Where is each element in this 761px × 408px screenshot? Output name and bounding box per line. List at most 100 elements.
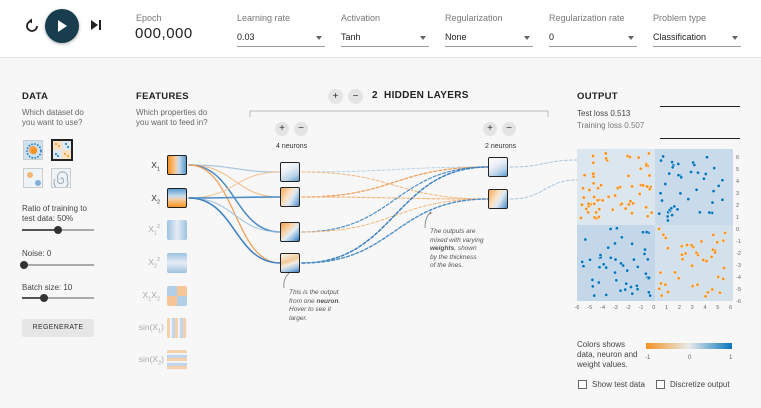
data-point (631, 201, 635, 206)
dataset-spiral-thumb[interactable] (51, 168, 71, 188)
data-point (657, 211, 662, 216)
y-tick-label: -1 (736, 239, 741, 245)
regularization-value[interactable]: None (445, 32, 533, 47)
data-point (620, 235, 624, 240)
data-point (624, 281, 629, 286)
data-point (594, 210, 598, 215)
neuron-l2-2[interactable] (488, 189, 508, 209)
activation-select[interactable]: Activation Tanh (341, 13, 429, 47)
add-neuron-layer2-button[interactable]: + (483, 122, 497, 136)
link-x1-n4[interactable] (188, 164, 281, 264)
link-n4-o2[interactable] (301, 198, 489, 264)
problem-type-value[interactable]: Classification (653, 32, 741, 47)
link-x2-n1[interactable] (188, 171, 281, 199)
neuron-l2-1[interactable] (488, 157, 508, 177)
link-n1-o1[interactable] (301, 166, 489, 173)
regenerate-button[interactable]: REGENERATE (22, 319, 94, 337)
learning-rate-value[interactable]: 0.03 (237, 32, 325, 47)
data-subtitle-1: Which dataset do (22, 108, 84, 117)
hidden-layers-title: 2 HIDDEN LAYERS (372, 90, 469, 101)
data-point (588, 257, 592, 262)
neuron-l1-4[interactable] (280, 253, 300, 273)
data-point (613, 270, 617, 275)
link-o2-output[interactable] (509, 179, 578, 200)
data-point (645, 214, 650, 219)
dataset-gaussian-thumb[interactable] (23, 168, 43, 188)
play-button[interactable] (45, 9, 79, 43)
feature-x1-squared-tile[interactable] (167, 220, 187, 240)
feature-x1x2-tile[interactable] (167, 286, 187, 306)
regularization-rate-value[interactable]: 0 (549, 32, 637, 47)
dataset-circle-thumb[interactable] (23, 140, 43, 160)
data-point (696, 170, 700, 175)
link-x2-n4[interactable] (188, 197, 281, 264)
chevron-down-icon (420, 36, 426, 40)
link-x1-n2[interactable] (188, 164, 281, 198)
neuron-note-pointer (283, 271, 291, 289)
feature-x2-tile[interactable] (167, 188, 187, 208)
data-point (598, 253, 603, 258)
show-test-data-checkbox[interactable] (578, 380, 587, 389)
data-point (647, 151, 651, 156)
dataset-xor-thumb[interactable] (51, 139, 73, 161)
remove-neuron-layer2-button[interactable]: − (502, 122, 516, 136)
neuron-l1-3[interactable] (280, 222, 300, 242)
link-o1-output[interactable] (509, 159, 578, 168)
data-point (591, 181, 596, 186)
batch-size-slider[interactable] (22, 294, 94, 302)
add-layer-button[interactable]: + (328, 89, 343, 104)
y-tick-label: -3 (736, 263, 741, 269)
feature-x1-tile[interactable] (167, 155, 187, 175)
x-tick-label: 6 (729, 305, 733, 311)
add-neuron-layer1-button[interactable]: + (275, 122, 289, 136)
data-point (694, 187, 699, 192)
link-n2-o1[interactable] (301, 166, 489, 198)
data-point (629, 285, 633, 289)
learning-rate-select[interactable]: Learning rate 0.03 (237, 13, 325, 47)
data-point (606, 194, 611, 199)
noise-slider-handle[interactable] (20, 261, 28, 269)
data-point (587, 188, 592, 192)
data-point (579, 216, 583, 220)
data-point (711, 189, 716, 193)
link-n1-o2[interactable] (301, 171, 489, 200)
remove-layer-button[interactable]: − (348, 89, 363, 104)
discretize-output-label: Discretize output (670, 380, 730, 389)
remove-neuron-layer1-button[interactable]: − (294, 122, 308, 136)
activation-value[interactable]: Tanh (341, 32, 429, 47)
discretize-output-checkbox[interactable] (656, 380, 665, 389)
link-x1-n1[interactable] (188, 164, 281, 173)
data-point (638, 166, 643, 171)
data-point (630, 291, 635, 296)
link-x1-n3[interactable] (188, 164, 281, 233)
step-icon[interactable] (89, 18, 103, 32)
y-tick-label: -6 (736, 299, 741, 305)
ratio-slider-handle[interactable] (54, 226, 62, 234)
neuron-l1-2[interactable] (280, 187, 300, 207)
x-tick-label: 5 (716, 305, 720, 311)
link-n3-o1[interactable] (301, 166, 489, 233)
regularization-select[interactable]: Regularization None (445, 13, 533, 47)
neuron-l1-1[interactable] (280, 162, 300, 182)
ratio-slider[interactable] (22, 226, 94, 234)
link-n2-o2[interactable] (301, 196, 489, 200)
output-heatmap[interactable] (577, 149, 733, 301)
feature-x2-squared-tile[interactable] (167, 253, 187, 273)
link-n4-o1[interactable] (301, 166, 489, 264)
noise-slider[interactable] (20, 261, 94, 269)
feature-sin-x1-tile[interactable] (167, 318, 187, 338)
data-point (712, 166, 717, 170)
data-point (658, 270, 663, 275)
problem-type-select[interactable]: Problem type Classification (653, 13, 741, 47)
data-point (690, 284, 695, 289)
top-controls-bar: Epoch 000,000 Learning rate 0.03 Activat… (0, 0, 761, 58)
link-x2-n2[interactable] (188, 196, 281, 199)
chevron-down-icon (524, 36, 530, 40)
regularization-rate-select[interactable]: Regularization rate 0 (549, 13, 637, 47)
data-point (710, 200, 715, 205)
feature-sin-x2-tile[interactable] (167, 350, 187, 370)
reset-icon[interactable] (24, 18, 40, 34)
link-x2-n3[interactable] (188, 197, 281, 233)
data-point (637, 192, 642, 196)
batch-size-slider-handle[interactable] (40, 294, 48, 302)
